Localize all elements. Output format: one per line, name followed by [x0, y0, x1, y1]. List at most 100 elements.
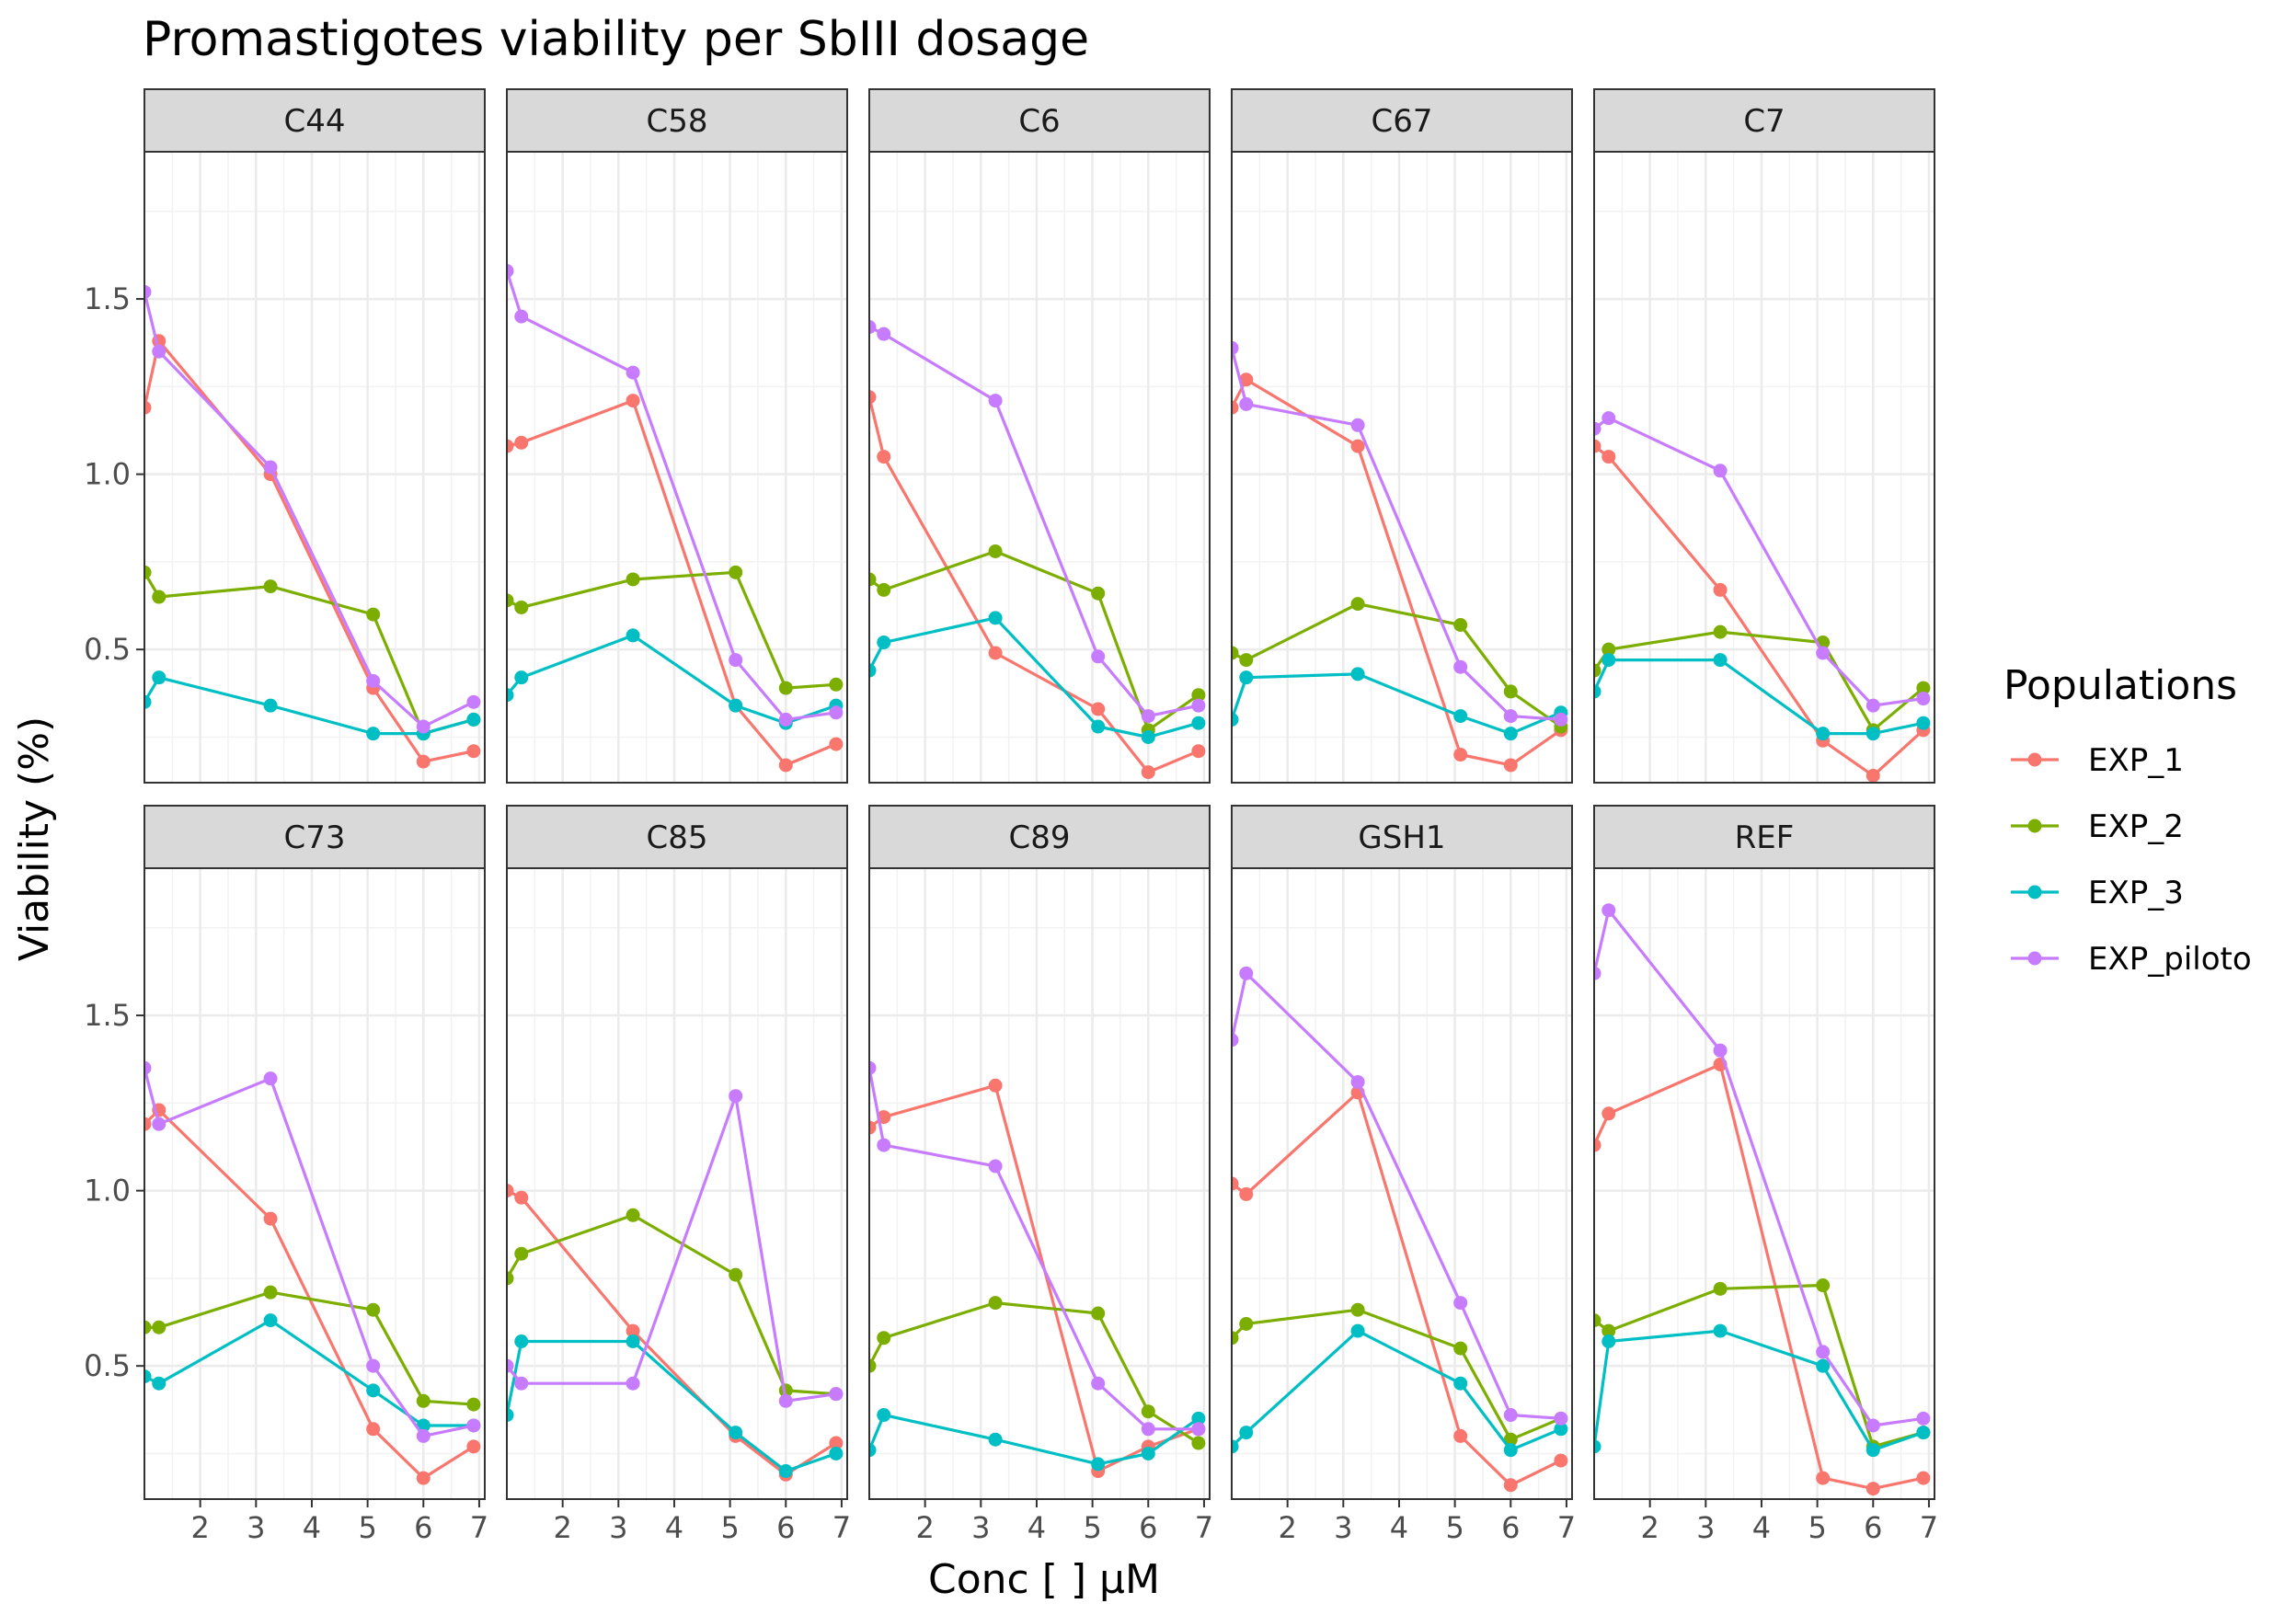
facet-label: C58: [646, 103, 707, 140]
data-point: [1713, 464, 1728, 478]
data-point: [829, 1436, 844, 1450]
data-point: [1239, 372, 1254, 387]
facet-label: REF: [1735, 819, 1795, 856]
data-point: [729, 1426, 743, 1440]
data-point: [1866, 698, 1880, 713]
legend-key-point: [2027, 885, 2042, 899]
legend-item: EXP_3: [2011, 875, 2184, 911]
facet-strip: [144, 805, 486, 869]
data-point: [1713, 1281, 1728, 1296]
data-point: [988, 646, 1003, 660]
data-point: [366, 1422, 381, 1437]
panel-plot-area: [869, 868, 1210, 1499]
x-tick-label: 3: [1334, 1510, 1352, 1545]
data-point: [507, 593, 514, 608]
data-point: [144, 694, 152, 709]
series-line: [1594, 1329, 1924, 1452]
data-point: [514, 1376, 529, 1391]
data-point: [1453, 659, 1468, 674]
data-point: [869, 390, 877, 405]
data-point: [778, 1393, 793, 1408]
data-point: [1601, 653, 1616, 668]
data-point: [1713, 1043, 1728, 1058]
x-tick-label: 6: [1501, 1510, 1520, 1545]
data-point: [1453, 1376, 1468, 1391]
series-line: [507, 1339, 837, 1473]
x-tick-label: 3: [609, 1510, 627, 1545]
legend-item: EXP_2: [2011, 808, 2184, 845]
data-point: [1916, 681, 1931, 695]
data-point: [877, 326, 891, 341]
data-point: [366, 1383, 381, 1398]
data-point: [507, 1358, 514, 1373]
data-point: [1350, 1323, 1365, 1338]
data-point: [366, 727, 381, 741]
data-point: [988, 611, 1003, 625]
data-point: [144, 1060, 152, 1075]
facet-label: GSH1: [1358, 819, 1445, 856]
data-point: [1239, 1186, 1254, 1201]
data-point: [877, 1408, 891, 1423]
data-point: [1091, 1376, 1106, 1391]
data-point: [1594, 1313, 1601, 1328]
data-point: [988, 1078, 1003, 1093]
panel-background: [1594, 152, 1934, 783]
panel-background: [1232, 152, 1572, 783]
x-tick-label: 6: [776, 1510, 795, 1545]
data-point: [1350, 667, 1365, 682]
legend-title: Populations: [2003, 662, 2237, 709]
data-point: [152, 1117, 166, 1131]
data-point: [1601, 903, 1616, 918]
data-point: [1601, 1323, 1616, 1338]
data-point: [1916, 716, 1931, 730]
panel-border: [1231, 151, 1573, 784]
data-point: [1554, 1422, 1568, 1437]
data-point: [1141, 1404, 1155, 1419]
data-point: [729, 698, 743, 713]
data-point: [626, 365, 640, 380]
data-point: [1816, 646, 1831, 660]
data-point: [869, 1120, 877, 1135]
data-point: [366, 1302, 381, 1317]
data-point: [729, 653, 743, 668]
data-point: [152, 1376, 166, 1391]
data-point: [1713, 624, 1728, 639]
data-point: [1713, 653, 1728, 668]
data-point: [1866, 768, 1880, 783]
data-point: [626, 1376, 640, 1391]
x-tick-label: 6: [414, 1510, 432, 1545]
legend-label: EXP_1: [2088, 742, 2184, 779]
data-point: [1866, 1443, 1880, 1458]
panel-plot-area: [507, 868, 847, 1499]
data-point: [1191, 698, 1206, 713]
data-point: [152, 344, 166, 359]
x-tick-label: 2: [553, 1510, 571, 1545]
data-point: [1350, 1074, 1365, 1089]
data-point: [1239, 966, 1254, 980]
panel-border: [868, 151, 1211, 784]
facet-panel: GSH1 2 3 4 5 6 7: [1231, 805, 1576, 1545]
data-point: [1594, 1138, 1601, 1152]
facet-label: C6: [1018, 103, 1060, 140]
data-point: [466, 694, 481, 709]
data-point: [778, 1464, 793, 1479]
data-point: [514, 1190, 529, 1205]
data-point: [1916, 1426, 1931, 1440]
facet-panel: C89 2 3 4 5 6 7: [868, 805, 1213, 1545]
data-point: [1350, 439, 1365, 453]
data-point: [1141, 729, 1155, 744]
panel-plot-area: [1232, 152, 1572, 783]
data-point: [1350, 1302, 1365, 1317]
panel-background: [869, 152, 1210, 783]
data-point: [1141, 1446, 1155, 1460]
panel-plot-area: [1594, 868, 1934, 1499]
data-point: [1453, 748, 1468, 762]
panel-plot-area: [144, 152, 485, 783]
data-point: [1594, 684, 1601, 699]
data-point: [1816, 727, 1831, 741]
data-point: [877, 450, 891, 464]
data-point: [988, 544, 1003, 558]
data-point: [1713, 1323, 1728, 1338]
facet-label: C85: [646, 819, 707, 856]
facet-strip: [868, 88, 1211, 153]
